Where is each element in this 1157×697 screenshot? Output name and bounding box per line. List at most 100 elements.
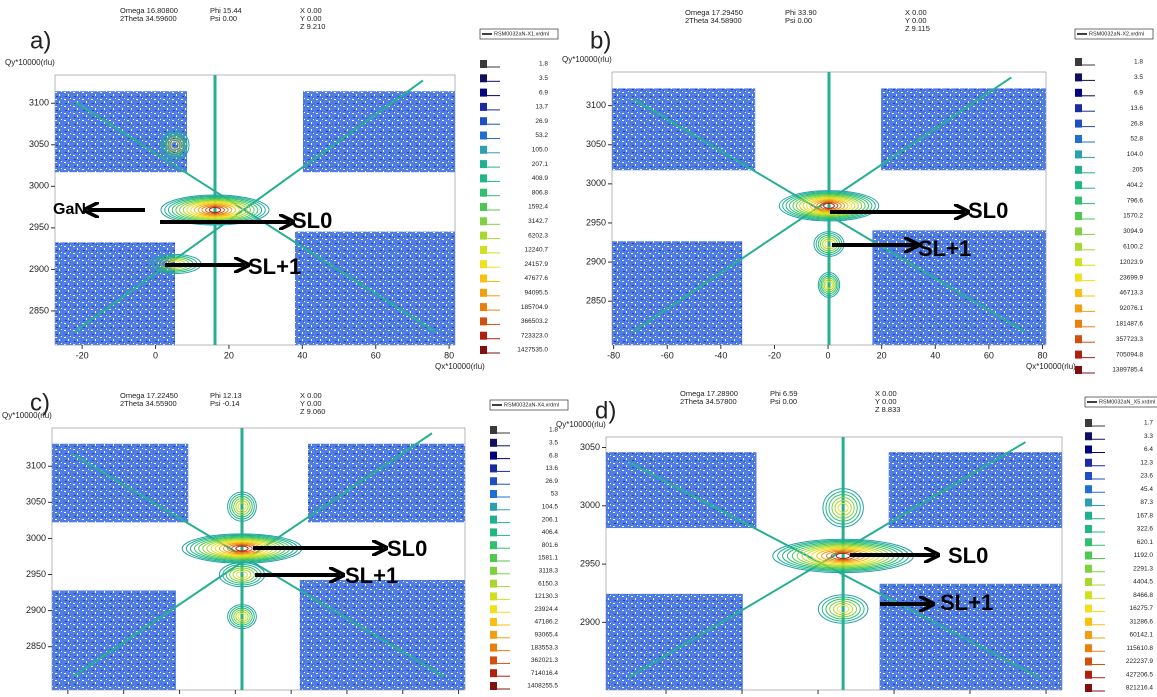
x-tick-label: -20	[76, 350, 89, 360]
legend-label: 105.0	[532, 147, 549, 154]
legend-swatch	[1085, 551, 1092, 560]
legend-label: 3142.7	[528, 218, 548, 225]
x-tick-label: 60	[984, 350, 994, 360]
x-tick-label: 60	[1041, 695, 1051, 697]
legend-label: 6.9	[539, 89, 548, 96]
x-tick-label: -20	[736, 695, 749, 697]
y-tick-label: 2900	[580, 617, 600, 627]
header-text: Omega 17.28900	[680, 389, 738, 398]
y-tick-label: 2850	[29, 305, 49, 315]
legend-swatch	[1075, 104, 1082, 113]
legend-swatch	[480, 331, 487, 340]
legend-swatch	[1075, 319, 1082, 328]
contour	[186, 201, 244, 219]
legend-swatch	[490, 438, 497, 447]
annotation: SL+1	[345, 563, 398, 588]
legend-label: 6202.3	[528, 232, 548, 239]
legend-swatch	[490, 669, 497, 678]
panel-label: b)	[590, 27, 611, 54]
contour	[170, 140, 180, 150]
y-tick-label: 2850	[26, 641, 46, 651]
header-text: Y 0.00	[905, 16, 927, 25]
annotation: SL0	[292, 208, 332, 233]
x-tick-label: 80	[1038, 350, 1048, 360]
header-text: Psi 0.00	[770, 397, 797, 406]
streak	[633, 76, 1012, 333]
legend-swatch	[480, 346, 487, 354]
contour	[237, 612, 247, 621]
header-text: Phi 6.59	[770, 389, 798, 398]
header-text: Z 9.060	[300, 407, 325, 416]
legend-label: 60142.1	[1130, 632, 1154, 639]
scatter-region	[881, 88, 1046, 171]
legend-swatch	[490, 451, 497, 460]
legend-label: 427206.5	[1126, 671, 1153, 678]
legend-swatch	[1075, 212, 1082, 220]
y-tick-label: 3000	[586, 178, 606, 188]
contour	[795, 194, 863, 217]
panel-label: c)	[30, 389, 50, 416]
scatter-region	[52, 590, 176, 690]
legend-swatch	[480, 217, 487, 226]
legend-swatch	[1085, 684, 1092, 692]
contour	[788, 193, 870, 219]
legend-label: 3094.9	[1123, 228, 1143, 235]
legend-label: 2291.3	[1133, 565, 1153, 572]
header-text: X 0.00	[300, 6, 322, 15]
contour	[823, 202, 835, 209]
header-text: Phi 12.13	[210, 391, 242, 400]
legend-label: 362021.3	[531, 657, 558, 664]
contour	[227, 491, 257, 522]
legend-label: 16275.7	[1130, 605, 1154, 612]
header-text: X 0.00	[300, 391, 322, 400]
scatter-region	[308, 443, 465, 523]
legend-label: 3118.3	[539, 568, 559, 575]
contour	[231, 544, 253, 553]
contour	[817, 272, 841, 298]
contour	[836, 604, 850, 614]
annotation: SL+1	[248, 254, 301, 279]
contour	[231, 607, 253, 626]
x-tick-label: 0	[233, 695, 238, 697]
annotation: SL0	[387, 536, 427, 561]
legend-swatch	[1085, 644, 1092, 653]
contour	[231, 495, 253, 518]
x-tick-label: 60	[398, 695, 408, 697]
x-tick-label: 40	[342, 695, 352, 697]
contour	[193, 203, 237, 217]
y-tick-label: 3100	[586, 100, 606, 110]
y-tick-label: 2950	[29, 222, 49, 232]
header-text: Omega 17.22450	[120, 391, 178, 400]
contour	[825, 491, 861, 525]
contour	[823, 279, 835, 291]
file-name: RSM0032aN_X5.xrdml	[1099, 399, 1155, 405]
contour	[233, 498, 251, 516]
legend-swatch	[480, 274, 487, 283]
legend-label: 12023.9	[1120, 259, 1144, 266]
legend-label: 13.7	[535, 104, 548, 111]
legend-label: 205	[1132, 167, 1143, 174]
contour	[819, 273, 839, 297]
header-text: Z 8.833	[875, 405, 900, 414]
legend-swatch	[1085, 419, 1092, 427]
legend-swatch	[480, 160, 487, 169]
legend-label: 366503.2	[521, 318, 548, 325]
x-tick-label: -60	[61, 695, 74, 697]
legend-label: 6.9	[1134, 90, 1143, 97]
legend-swatch	[480, 245, 487, 254]
legend-label: 222237.9	[1126, 658, 1153, 665]
legend-swatch	[1075, 88, 1082, 97]
x-tick-label: 80	[454, 695, 464, 697]
annotation: SL+1	[940, 590, 993, 615]
legend-label: 620.1	[1137, 539, 1154, 546]
legend-swatch	[1075, 73, 1082, 82]
legend-swatch	[1075, 196, 1082, 205]
legend-label: 1427535.0	[517, 347, 548, 354]
x-tick-label: 0	[826, 350, 831, 360]
y-axis-label: Qy*10000(rlu)	[562, 55, 612, 64]
contour	[799, 195, 859, 216]
legend-swatch	[480, 145, 487, 154]
header-text: Psi 0.00	[785, 16, 812, 25]
contour	[820, 275, 838, 295]
